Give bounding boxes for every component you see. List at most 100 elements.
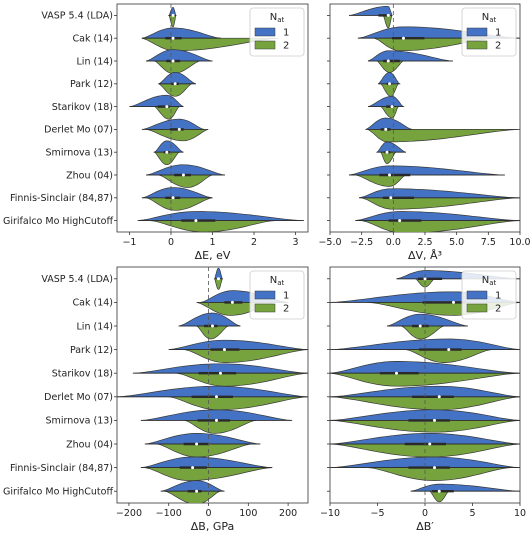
x-tick-label: 0 <box>205 508 211 519</box>
median-dot-8 <box>433 466 436 470</box>
violin-n2-6 <box>379 151 398 164</box>
category-label: Zhou (04) <box>66 439 113 450</box>
x-tick-label: 0.0 <box>386 237 401 248</box>
category-label: VASP 5.4 (LDA) <box>41 274 113 285</box>
category-label: Park (12) <box>70 79 113 90</box>
x-tick-label: 10.0 <box>509 237 530 248</box>
violin-n1-2 <box>386 313 468 327</box>
violin-n2-3 <box>184 349 308 363</box>
axes-frame <box>116 266 309 504</box>
violin-n2-3 <box>405 349 492 363</box>
violin-n1-6 <box>140 409 293 421</box>
violin-n2-2 <box>154 60 201 74</box>
violins <box>129 7 304 232</box>
median-dot-9 <box>195 489 199 493</box>
panel-dB: VASP 5.4 (LDA) Cak (14) Lin (14) Park (12) S… <box>3 266 309 533</box>
violin-n1-2 <box>145 49 213 62</box>
x-tick-label: 7.5 <box>481 237 496 248</box>
legend-swatch-2 <box>466 303 488 313</box>
violin-n2-8 <box>146 197 213 211</box>
violin-n2-4 <box>176 372 308 387</box>
violin-n1-0 <box>213 267 223 280</box>
violin-n2-9 <box>150 220 275 232</box>
x-tick-label: −5 <box>370 508 384 519</box>
x-tick-label: 2 <box>251 237 257 248</box>
x-tick-label: 0 <box>168 237 174 248</box>
category-label: Girifalco Mo HighCutoff <box>3 487 113 498</box>
violin-n2-3 <box>379 83 400 97</box>
violin-n1-3 <box>158 72 197 85</box>
violin-n2-0 <box>168 15 177 28</box>
median-dot-2 <box>211 324 214 328</box>
legend-label-1: 1 <box>495 291 501 302</box>
violin-n1-9 <box>137 211 304 221</box>
violin-n2-2 <box>375 60 404 73</box>
violin-n2-7 <box>355 174 407 187</box>
violin-n2-0 <box>382 15 393 29</box>
violin-n1-9 <box>160 480 225 492</box>
median-dot-0 <box>216 277 220 281</box>
legend-label-1: 1 <box>283 28 289 39</box>
category-label: Smirnova (13) <box>46 148 113 159</box>
violin-n2-3 <box>158 83 192 97</box>
category-label: Starikov (18) <box>52 102 113 113</box>
violin-n1-3 <box>168 339 308 350</box>
category-label: Derlet Mo (07) <box>44 125 113 136</box>
violin-n2-6 <box>153 151 181 166</box>
median-dot-0 <box>423 277 427 281</box>
violin-n2-7 <box>156 443 253 458</box>
median-dot-5 <box>384 127 388 131</box>
median-dot-3 <box>173 82 177 86</box>
x-tick-label: 200 <box>279 508 297 519</box>
median-dot-2 <box>418 324 422 328</box>
legend-label-2: 2 <box>283 304 289 315</box>
x-axis-label: ΔV, Å³ <box>408 249 442 262</box>
category-label: Starikov (18) <box>52 369 113 380</box>
violin-n1-9 <box>410 483 520 492</box>
violins <box>348 5 520 232</box>
category-label: Zhou (04) <box>66 170 113 181</box>
category-label: Girifalco Mo HighCutoff <box>3 216 113 227</box>
violins <box>117 267 308 503</box>
violin-n2-6 <box>184 420 257 434</box>
median-dot-3 <box>388 82 392 86</box>
legend-swatch-2 <box>254 303 276 313</box>
legend-label-1: 1 <box>495 28 501 39</box>
x-tick-label: −10 <box>320 508 340 519</box>
violin-n1-5 <box>365 117 413 130</box>
median-dot-6 <box>433 418 436 422</box>
violin-n1-7 <box>348 165 505 176</box>
violin-n1-3 <box>377 72 401 85</box>
legend-swatch-2 <box>254 40 276 50</box>
x-tick-label: 5.0 <box>449 237 464 248</box>
violin-n2-7 <box>158 174 213 188</box>
median-dot-1 <box>171 36 175 40</box>
median-dot-5 <box>177 127 181 131</box>
median-dot-1 <box>452 300 455 304</box>
violin-n1-5 <box>330 385 520 398</box>
category-label: Smirnova (13) <box>46 416 113 427</box>
legend-swatch-1 <box>466 27 488 37</box>
x-tick-label: −200 <box>116 508 142 519</box>
median-dot-4 <box>218 371 222 375</box>
legend-label-2: 2 <box>283 41 289 52</box>
violin-n1-4 <box>129 94 184 107</box>
x-axis-label: ΔB, GPa <box>191 520 234 533</box>
x-axis-label: ΔB′ <box>416 520 434 533</box>
violin-n1-1 <box>141 27 221 39</box>
median-dot-5 <box>437 395 441 399</box>
violin-n1-7 <box>146 164 226 176</box>
median-dot-4 <box>390 105 394 109</box>
x-tick-label: 5 <box>469 508 475 519</box>
median-dot-9 <box>194 219 198 223</box>
x-axis-label: ΔE, eV <box>195 249 231 262</box>
violin-n1-2 <box>367 50 453 62</box>
median-dot-5 <box>214 395 218 399</box>
legend-label-1: 1 <box>283 291 289 302</box>
violin-n1-6 <box>375 141 407 153</box>
median-dot-8 <box>389 196 393 200</box>
